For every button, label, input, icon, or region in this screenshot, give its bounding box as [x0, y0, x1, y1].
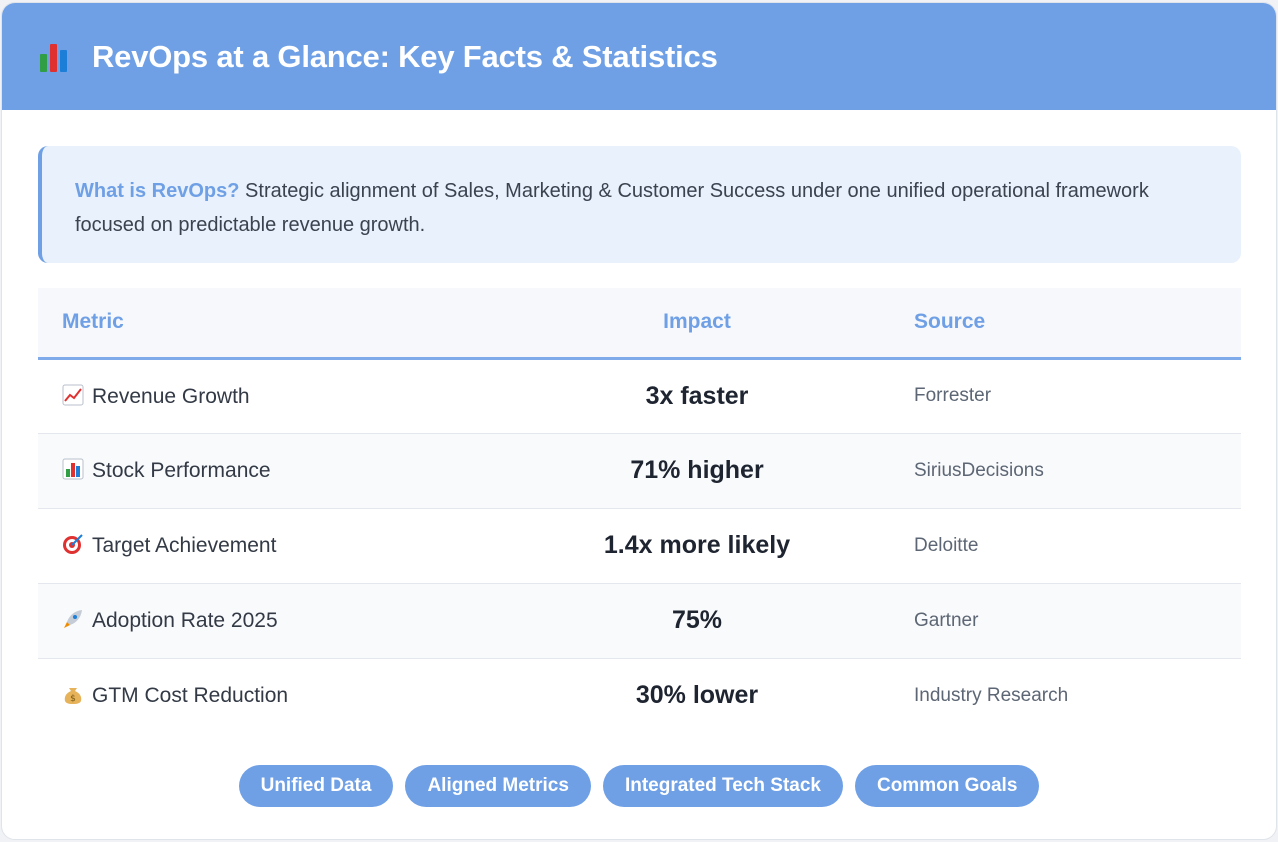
chart-up-icon: [62, 384, 84, 405]
bar-chart-icon: [62, 458, 84, 480]
source-label: Deloitte: [836, 508, 1241, 584]
impact-value: 71% higher: [558, 433, 836, 509]
metric-label: Target Achievement: [92, 534, 277, 557]
column-header-source: Source: [836, 288, 1241, 360]
impact-value: 30% lower: [635, 681, 759, 710]
card-header: RevOps at a Glance: Key Facts & Statisti…: [2, 3, 1276, 110]
svg-text:$: $: [70, 694, 76, 704]
tag-integrated-tech-stack: Integrated Tech Stack: [602, 765, 843, 807]
table-row: $ GTM Cost Reduction 30% lower Industry R…: [38, 658, 1241, 733]
tag-list: Unified Data Aligned Metrics Integrated …: [2, 765, 1276, 807]
stats-table: Metric Impact Source Revenue Growth 3x f…: [38, 288, 1241, 733]
intro-callout: What is RevOps? Strategic alignment of S…: [38, 146, 1241, 263]
tag-unified-data: Unified Data: [238, 765, 394, 807]
rocket-icon: [64, 610, 82, 628]
metric-cell: Revenue Growth: [38, 358, 558, 434]
bar-chart-icon: [38, 39, 74, 75]
column-header-metric: Metric: [38, 288, 558, 360]
metric-cell: Target Achievement: [38, 508, 558, 584]
tag-aligned-metrics: Aligned Metrics: [405, 765, 591, 807]
metric-cell: $ GTM Cost Reduction: [38, 658, 558, 733]
metric-label: GTM Cost Reduction: [92, 684, 289, 708]
impact-value: 3x faster: [558, 358, 836, 434]
metric-label: Revenue Growth: [92, 384, 250, 408]
source-label: Gartner: [836, 583, 1241, 659]
table-row: Stock Performance 71% higher SiriusDecis…: [38, 433, 1241, 509]
metric-label: Stock Performance: [92, 459, 271, 482]
metric-cell: Stock Performance: [38, 433, 558, 509]
column-header-impact: Impact: [558, 288, 836, 360]
money-bag-icon: $: [64, 688, 82, 705]
table-row: Target Achievement 1.4x more likely Delo…: [38, 508, 1241, 584]
intro-lead: What is RevOps?: [75, 180, 240, 202]
source-label: Forrester: [836, 358, 1241, 434]
intro-text: Strategic alignment of Sales, Marketing …: [75, 180, 1149, 236]
source-label: SiriusDecisions: [836, 433, 1241, 509]
metric-label: Adoption Rate 2025: [92, 609, 278, 632]
tag-common-goals: Common Goals: [854, 765, 1040, 807]
table-row: Revenue Growth 3x faster Forrester: [38, 358, 1241, 434]
target-icon: [63, 534, 83, 554]
table-row: Adoption Rate 2025 75% Gartner: [38, 583, 1241, 659]
impact-value: 1.4x more likely: [558, 508, 836, 584]
metric-cell: Adoption Rate 2025: [38, 583, 558, 659]
source-label: Industry Research: [914, 684, 1069, 706]
table-header-row: Metric Impact Source: [38, 288, 1241, 360]
page-title: RevOps at a Glance: Key Facts & Statisti…: [92, 38, 718, 74]
impact-value: 75%: [558, 583, 836, 659]
